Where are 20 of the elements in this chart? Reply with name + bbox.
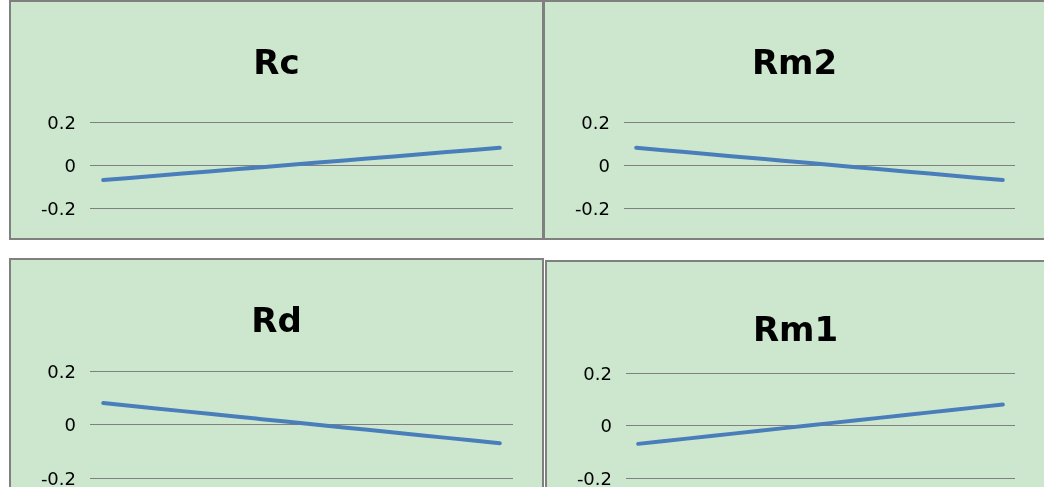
line-series: [101, 145, 502, 183]
line-series: [101, 401, 502, 446]
y-tick-label: 0.2: [581, 111, 610, 133]
chart-title: Rc: [253, 42, 300, 82]
y-tick-label: 0: [600, 415, 612, 436]
y-tick-label: 0.2: [47, 360, 76, 382]
y-tick-label: -0.2: [40, 467, 76, 487]
chart-title: Rm1: [752, 309, 839, 349]
y-tick-label: -0.2: [40, 197, 76, 219]
y-tick-label: 0: [64, 414, 76, 435]
line-series: [634, 145, 1005, 183]
line-series: [636, 402, 1005, 446]
chart-title: Rm2: [751, 42, 838, 82]
chart-title: Rd: [251, 300, 302, 340]
y-tick-label: 0.2: [47, 111, 76, 133]
y-tick-label: -0.2: [574, 197, 610, 219]
y-tick-label: 0.2: [583, 362, 612, 384]
y-tick-label: -0.2: [576, 467, 612, 487]
y-tick-label: 0: [64, 154, 76, 176]
y-tick-label: 0: [598, 154, 610, 176]
